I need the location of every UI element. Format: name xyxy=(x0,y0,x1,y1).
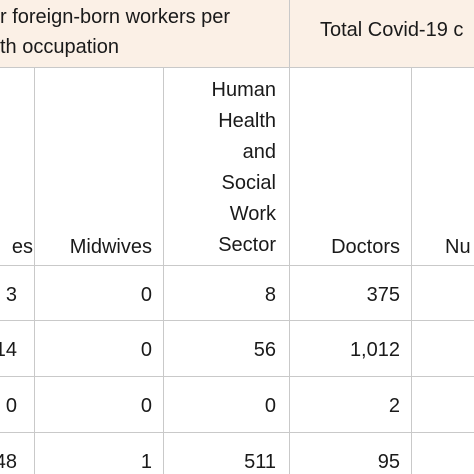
cell: 511 xyxy=(244,451,276,473)
rule-row-3 xyxy=(0,432,474,433)
column-header-line: Social xyxy=(221,172,276,194)
rule-col-1 xyxy=(163,68,164,474)
column-header-line: Work xyxy=(229,203,276,225)
rule-col-boundary-right xyxy=(289,0,290,474)
column-header-nurses: Nu xyxy=(445,236,471,258)
cell: 0 xyxy=(5,395,17,417)
column-header-line: Human xyxy=(211,79,276,101)
column-header-doctors: Doctors xyxy=(331,236,400,258)
rule-col-3 xyxy=(411,68,412,474)
group-header-band xyxy=(0,0,474,68)
column-header-line: Health xyxy=(218,110,276,132)
group-header-right: Total Covid-19 c xyxy=(320,19,464,41)
cell: 375 xyxy=(366,284,400,306)
cell: 1,012 xyxy=(349,339,400,361)
cell: 14 xyxy=(0,339,17,361)
column-header-line: and xyxy=(242,141,276,163)
cell: 0 xyxy=(140,284,152,306)
cell: 1 xyxy=(140,451,152,473)
column-header-0: es xyxy=(11,236,33,258)
column-header-midwives: Midwives xyxy=(69,236,152,258)
rule-header-bottom xyxy=(0,67,474,68)
cell: 8 xyxy=(264,284,276,306)
cell: 3 xyxy=(5,284,17,306)
column-header-human-health-social-work: Human Health and Social Work Sector xyxy=(180,75,276,261)
cell: 0 xyxy=(140,395,152,417)
column-header-line: Sector xyxy=(218,234,276,256)
cell: 0 xyxy=(264,395,276,417)
rule-row-2 xyxy=(0,376,474,377)
rule-row-1 xyxy=(0,320,474,321)
rule-columns-bottom xyxy=(0,265,474,266)
cell: 95 xyxy=(377,451,400,473)
cell: 56 xyxy=(253,339,276,361)
cell: 2 xyxy=(388,395,400,417)
cell: 48 xyxy=(0,451,17,473)
group-header-left-line1: r foreign-born workers per xyxy=(0,6,231,28)
group-header-left-line2: th occupation xyxy=(0,36,119,58)
rule-col-0 xyxy=(34,68,35,474)
cell: 0 xyxy=(140,339,152,361)
